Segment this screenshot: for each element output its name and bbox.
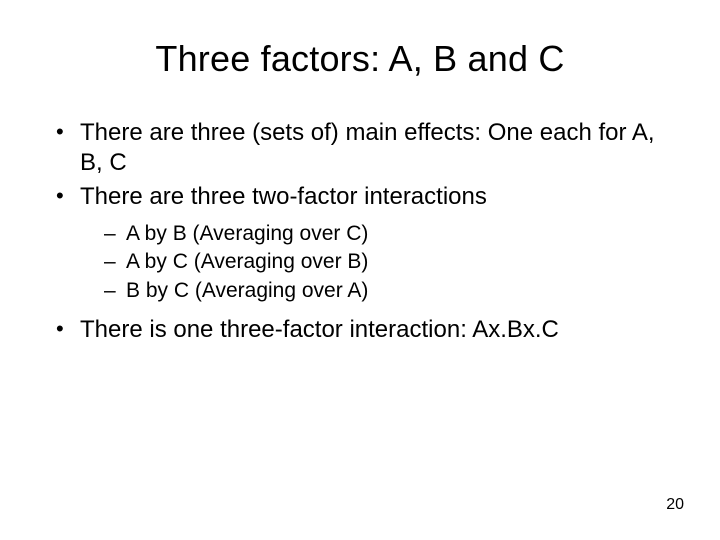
sub-bullet-a-by-b: A by B (Averaging over C) bbox=[104, 220, 666, 248]
bullet-item-two-factor-text: There are three two-factor interactions bbox=[80, 183, 487, 210]
bullet-item-three-factor: There is one three-factor interaction: A… bbox=[54, 315, 666, 345]
sub-bullet-b-by-c: B by C (Averaging over A) bbox=[104, 277, 666, 305]
slide-body: There are three (sets of) main effects: … bbox=[54, 118, 666, 345]
sub-bullet-list: A by B (Averaging over C) A by C (Averag… bbox=[80, 220, 666, 305]
bullet-item-main-effects: There are three (sets of) main effects: … bbox=[54, 118, 666, 178]
page-number: 20 bbox=[666, 496, 684, 514]
slide: Three factors: A, B and C There are thre… bbox=[0, 0, 720, 540]
bullet-item-two-factor: There are three two-factor interactions … bbox=[54, 182, 666, 305]
page-title: Three factors: A, B and C bbox=[54, 38, 666, 80]
sub-bullet-a-by-c: A by C (Averaging over B) bbox=[104, 248, 666, 276]
bullet-list: There are three (sets of) main effects: … bbox=[54, 118, 666, 345]
